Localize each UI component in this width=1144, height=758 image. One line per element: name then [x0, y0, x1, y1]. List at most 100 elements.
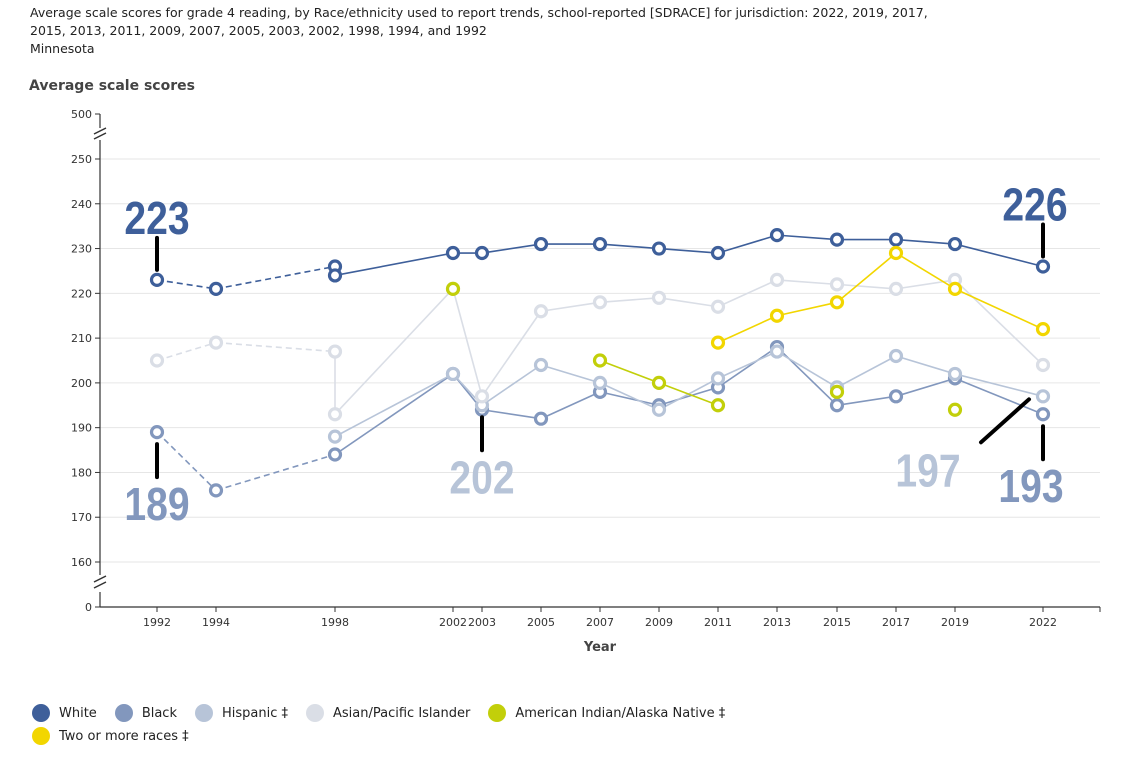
data-point [327, 447, 343, 462]
data-point [769, 344, 785, 359]
series-segment [658, 382, 719, 407]
data-point [445, 245, 461, 261]
y-tick-label: 230 [71, 243, 92, 256]
legend-item[interactable]: Asian/Pacific Islander [306, 704, 470, 722]
data-point [888, 281, 904, 296]
x-axis-title: Year [583, 640, 617, 655]
data-point [710, 371, 726, 386]
series-segment [954, 288, 1044, 330]
data-point [533, 357, 549, 373]
x-tick-label: 2017 [882, 616, 910, 629]
data-point [327, 407, 343, 422]
legend-swatch [32, 727, 50, 745]
series-segment [836, 355, 897, 389]
legend-swatch [195, 704, 213, 722]
data-point [1035, 389, 1051, 404]
series-segment [717, 314, 778, 344]
series-segment [776, 301, 838, 317]
data-point [829, 277, 845, 292]
series-segment [776, 350, 838, 389]
annotations: 223 226 189 193 202 197 [124, 180, 1067, 531]
x-tick-label: 1998 [321, 616, 349, 629]
annotation-label: 202 [449, 452, 514, 504]
series-segment [954, 243, 1044, 268]
series-segment [658, 247, 719, 254]
series-segment [452, 288, 483, 397]
series-segment [215, 453, 336, 492]
legend-item[interactable]: Black [114, 704, 177, 722]
annotation-label: 226 [1002, 180, 1067, 232]
data-point [149, 272, 165, 287]
series-segment [954, 373, 1044, 398]
x-tick-label: 2002 [439, 616, 467, 629]
series-segment [481, 408, 542, 420]
series-segment [599, 391, 660, 407]
series-segment [895, 238, 956, 245]
series-segment [776, 234, 838, 241]
series-segment [776, 279, 838, 286]
y-tick-label: 250 [71, 153, 92, 166]
series-segment [658, 386, 719, 407]
legend-swatch [32, 704, 50, 722]
annotation-label: 193 [998, 461, 1063, 513]
y-tick-label: 500 [71, 108, 92, 121]
legend-item[interactable]: White [32, 704, 97, 722]
series-segment [599, 382, 660, 411]
legend-label: White [59, 705, 97, 721]
data-point [947, 366, 963, 382]
legend-item[interactable]: Hispanic ‡ [195, 704, 288, 722]
data-point [149, 353, 165, 368]
y-tick-label: 220 [71, 287, 92, 300]
series-segment [599, 243, 660, 250]
x-tick-label: 2011 [704, 616, 732, 629]
series-segment [717, 234, 778, 254]
data-point [208, 335, 224, 350]
y-tick-label: 160 [71, 556, 92, 569]
data-point [710, 335, 726, 350]
data-point [888, 245, 904, 261]
chart-title-line-1: Average scale scores for grade 4 reading… [30, 5, 928, 20]
series-segment [481, 310, 542, 397]
x-tick-label: 1994 [202, 616, 230, 629]
series-segment [836, 252, 897, 303]
data-point [474, 245, 490, 261]
axes: 160 170 180 190 200 210 220 230 240 250 500 0 1992 19… [71, 108, 1101, 629]
series-segment [215, 341, 336, 353]
data-point [710, 245, 726, 261]
legend-item[interactable]: Two or more races ‡ [32, 727, 189, 745]
series-segment [215, 265, 336, 290]
data-point [829, 232, 845, 247]
legend-row: Two or more races ‡ [32, 725, 792, 747]
series-segment [334, 373, 454, 438]
data-point [592, 375, 608, 390]
line-chart: 160 170 180 190 200 210 220 230 240 250 500 0 1992 19… [71, 108, 1101, 655]
data-point [829, 398, 845, 413]
series-segment [895, 377, 956, 398]
data-point [710, 299, 726, 314]
annotation-label: 197 [895, 445, 960, 497]
legend-item[interactable]: American Indian/Alaska Native ‡ [488, 704, 725, 722]
legend-swatch [114, 704, 133, 722]
series-segment [717, 346, 778, 389]
data-point [327, 429, 343, 444]
legend-row: White Black Hispanic ‡ Asian/Pacific Island… [32, 702, 792, 724]
data-point [651, 290, 667, 305]
annotation-label: 223 [124, 193, 189, 245]
chart-title-line-2: 2015, 2013, 2011, 2009, 2007, 2005, 2003… [30, 23, 487, 38]
data-point [1035, 322, 1051, 337]
series-points [149, 228, 1051, 498]
y-tick-label: 190 [71, 422, 92, 435]
series-segment [895, 252, 956, 290]
series-segment [540, 391, 601, 420]
data-point [1035, 407, 1051, 422]
chart-title: Average scale scores for grade 4 reading… [30, 4, 928, 58]
legend-swatch [306, 704, 325, 722]
data-point [769, 308, 785, 323]
series-segment [156, 431, 217, 491]
series-segment [156, 341, 217, 362]
x-tick-label: 2015 [823, 616, 851, 629]
data-point [651, 375, 667, 390]
data-point [592, 295, 608, 310]
series-segment [895, 279, 956, 290]
series-segment [895, 355, 956, 375]
